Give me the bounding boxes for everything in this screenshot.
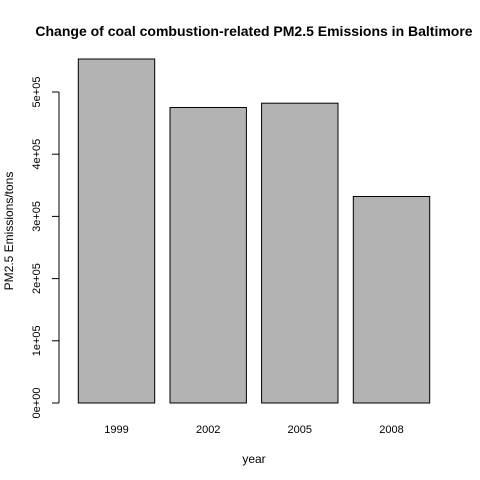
y-tick-label: 5e+05: [31, 77, 43, 108]
y-tick-label: 0e+00: [31, 388, 43, 419]
y-tick-label: 4e+05: [31, 139, 43, 170]
x-axis-label: year: [242, 452, 265, 466]
bars-group: [77, 58, 431, 404]
bar-2008: [352, 196, 431, 404]
y-axis-label: PM2.5 Emissions/tons: [2, 172, 16, 291]
bar-1999: [77, 58, 156, 404]
y-axis: 0e+00 1e+05 2e+05 3e+05 4e+05 5e+05: [31, 77, 60, 419]
y-tick-label: 1e+05: [31, 325, 43, 356]
x-tick-label: 1999: [104, 424, 128, 436]
x-tick-label: 2002: [196, 424, 220, 436]
bar-2002: [169, 107, 247, 404]
y-tick-label: 3e+05: [31, 201, 43, 232]
bar-2005: [261, 102, 339, 404]
x-tick-label: 2008: [379, 424, 403, 436]
chart-title: Change of coal combustion-related PM2.5 …: [35, 23, 472, 39]
x-tick-label: 2005: [288, 424, 312, 436]
y-tick-label: 2e+05: [31, 263, 43, 294]
x-tick-labels: 1999 2002 2005 2008: [104, 424, 403, 436]
